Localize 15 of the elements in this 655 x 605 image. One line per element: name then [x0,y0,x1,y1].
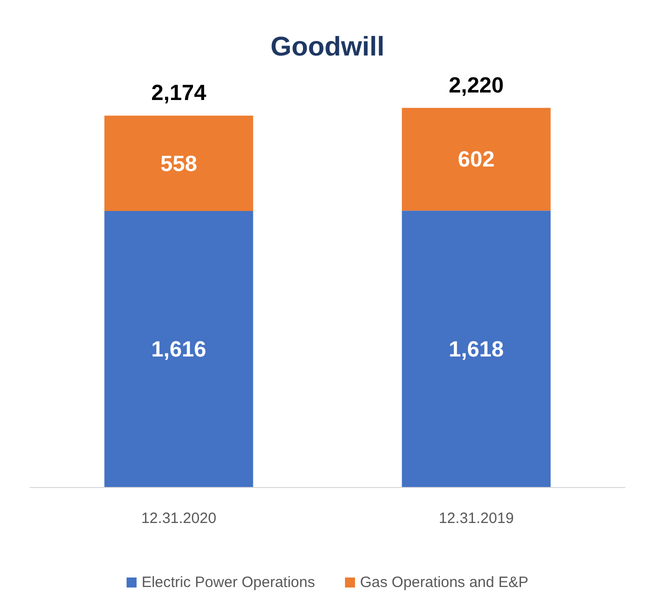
total-label: 2,174 [151,80,208,106]
data-label: 1,616 [151,336,206,362]
bar [402,210,551,487]
bar [104,116,254,211]
data-label: 602 [458,146,495,172]
x-tick-label: 12.31.2019 [438,510,514,527]
bar [104,210,254,487]
legend-label: Electric Power Operations [142,574,315,591]
bar [402,108,551,211]
data-label: 1,618 [448,336,504,362]
total-label: 2,220 [448,72,504,98]
data-label: 558 [160,150,198,176]
legend-label: Gas Operations and E&P [360,574,528,591]
chart-title: Goodwill [270,32,384,62]
x-tick-label: 12.31.2020 [141,510,216,527]
